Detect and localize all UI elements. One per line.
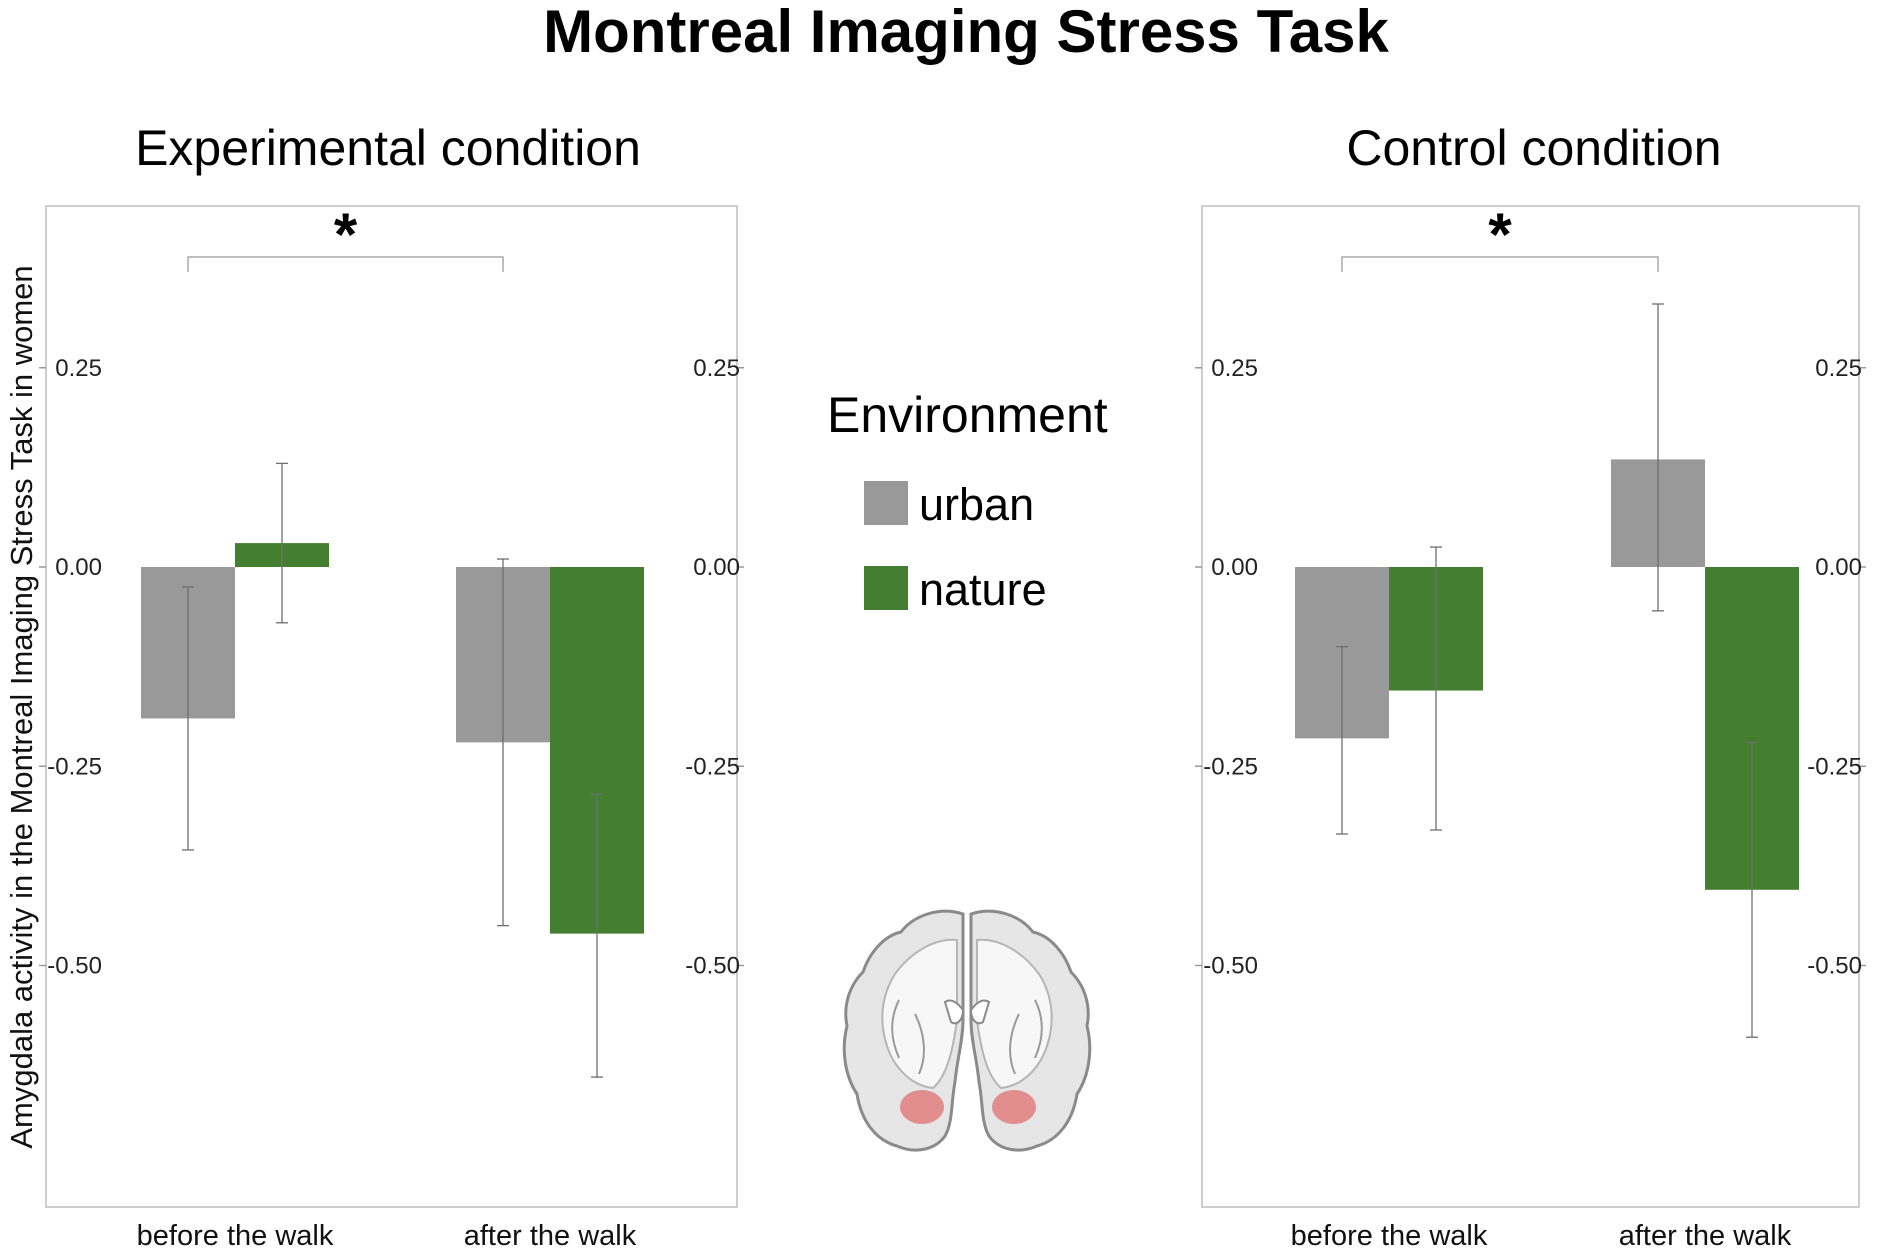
- legend-swatch-nature: [864, 566, 908, 610]
- legend-title: Environment: [827, 387, 1108, 443]
- brain-coronal-slice-amygdala-icon: [842, 909, 1092, 1152]
- significance-marker: *: [1488, 201, 1512, 268]
- significance-bracket: [1341, 256, 1659, 272]
- y-tick-label-right: 0.00: [1815, 554, 1862, 581]
- x-category-label: before the walk: [137, 1220, 334, 1250]
- significance-bracket: [187, 256, 504, 272]
- brain-deep-structures: [891, 999, 1043, 1075]
- y-tick-label-right: 0.00: [693, 554, 740, 581]
- legend-label-nature: nature: [919, 564, 1047, 615]
- plot-frame: [1201, 205, 1860, 1208]
- brain-white-matter-left: [881, 938, 958, 1090]
- amygdala-right-highlight: [992, 1090, 1036, 1124]
- y-tick-label: 0.25: [1211, 355, 1258, 382]
- brain-ventricles: [943, 999, 991, 1025]
- y-tick-label: -0.25: [1203, 753, 1258, 780]
- x-category-label: after the walk: [1619, 1220, 1792, 1250]
- legend-swatch-urban: [864, 481, 908, 525]
- amygdala-left-highlight: [900, 1090, 944, 1124]
- figure-title: Montreal Imaging Stress Task: [543, 0, 1389, 65]
- x-category-label: before the walk: [1291, 1220, 1488, 1250]
- y-tick-label: 0.00: [55, 554, 102, 581]
- legend: Environment urban nature: [827, 387, 1108, 615]
- y-tick-label-right: 0.25: [693, 355, 740, 382]
- experimental-condition-panel: Experimental condition 0.25 0.25 0.00 0.00 -…: [39, 120, 744, 1250]
- brain-white-matter-right: [976, 938, 1053, 1090]
- significance-marker: *: [334, 201, 358, 268]
- panel-title-control: Control condition: [1346, 120, 1721, 176]
- plot-frame: [45, 205, 738, 1208]
- legend-label-urban: urban: [919, 479, 1034, 530]
- panel-title-experimental: Experimental condition: [135, 120, 641, 176]
- y-tick-label: 0.25: [55, 355, 102, 382]
- y-tick-label-right: -0.25: [685, 753, 740, 780]
- y-tick-label-right: -0.50: [685, 953, 740, 980]
- y-tick-label-right: -0.25: [1807, 753, 1862, 780]
- y-axis-label: Amygdala activity in the Montreal Imagin…: [4, 265, 39, 1148]
- x-category-label: after the walk: [464, 1220, 637, 1250]
- control-condition-panel: Control condition 0.25 0.25 0.00 0.00 -0.25 -…: [1195, 120, 1866, 1250]
- y-tick-label: -0.50: [1203, 953, 1258, 980]
- y-tick-label: -0.50: [47, 953, 102, 980]
- y-tick-label: -0.25: [47, 753, 102, 780]
- y-tick-label: 0.00: [1211, 554, 1258, 581]
- y-tick-label-right: 0.25: [1815, 355, 1862, 382]
- y-tick-label-right: -0.50: [1807, 953, 1862, 980]
